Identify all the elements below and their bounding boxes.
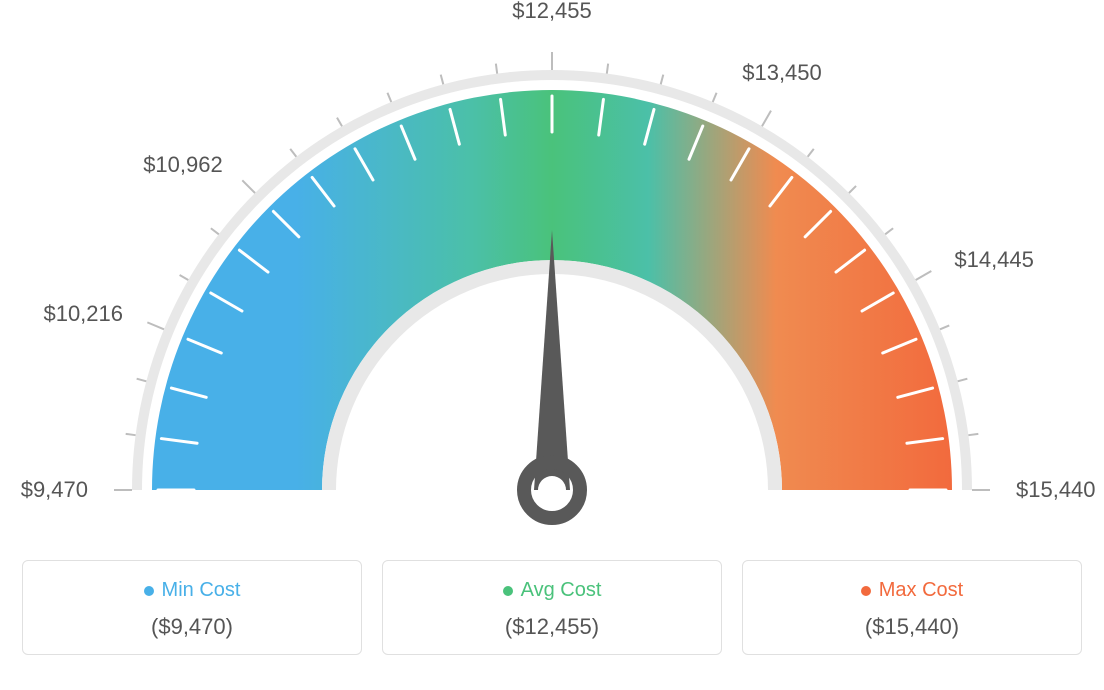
legend-value-max: ($15,440)	[753, 614, 1071, 640]
gauge-svg	[20, 20, 1084, 550]
legend-value-min: ($9,470)	[33, 614, 351, 640]
legend-label-min: Min Cost	[162, 579, 241, 602]
legend-box-max: Max Cost ($15,440)	[742, 560, 1082, 655]
legend-box-min: Min Cost ($9,470)	[22, 560, 362, 655]
legend-title-avg: Avg Cost	[503, 579, 602, 602]
gauge-tick-label: $13,450	[742, 60, 822, 86]
legend-value-avg: ($12,455)	[393, 614, 711, 640]
legend-label-max: Max Cost	[879, 579, 963, 602]
gauge-tick-label: $12,455	[512, 0, 592, 24]
gauge-tick-label: $14,445	[954, 247, 1034, 273]
legend-row: Min Cost ($9,470) Avg Cost ($12,455) Max…	[20, 560, 1084, 655]
gauge-tick-label: $10,216	[43, 301, 123, 327]
gauge-tick-label: $9,470	[21, 477, 88, 503]
gauge-chart: $9,470$10,216$10,962$12,455$13,450$14,44…	[20, 20, 1084, 550]
legend-title-min: Min Cost	[144, 579, 241, 602]
legend-dot-avg	[503, 586, 513, 596]
legend-label-avg: Avg Cost	[521, 579, 602, 602]
legend-box-avg: Avg Cost ($12,455)	[382, 560, 722, 655]
gauge-tick-label: $15,440	[1016, 477, 1096, 503]
legend-title-max: Max Cost	[861, 579, 963, 602]
gauge-tick-label: $10,962	[143, 152, 223, 178]
legend-dot-min	[144, 586, 154, 596]
legend-dot-max	[861, 586, 871, 596]
